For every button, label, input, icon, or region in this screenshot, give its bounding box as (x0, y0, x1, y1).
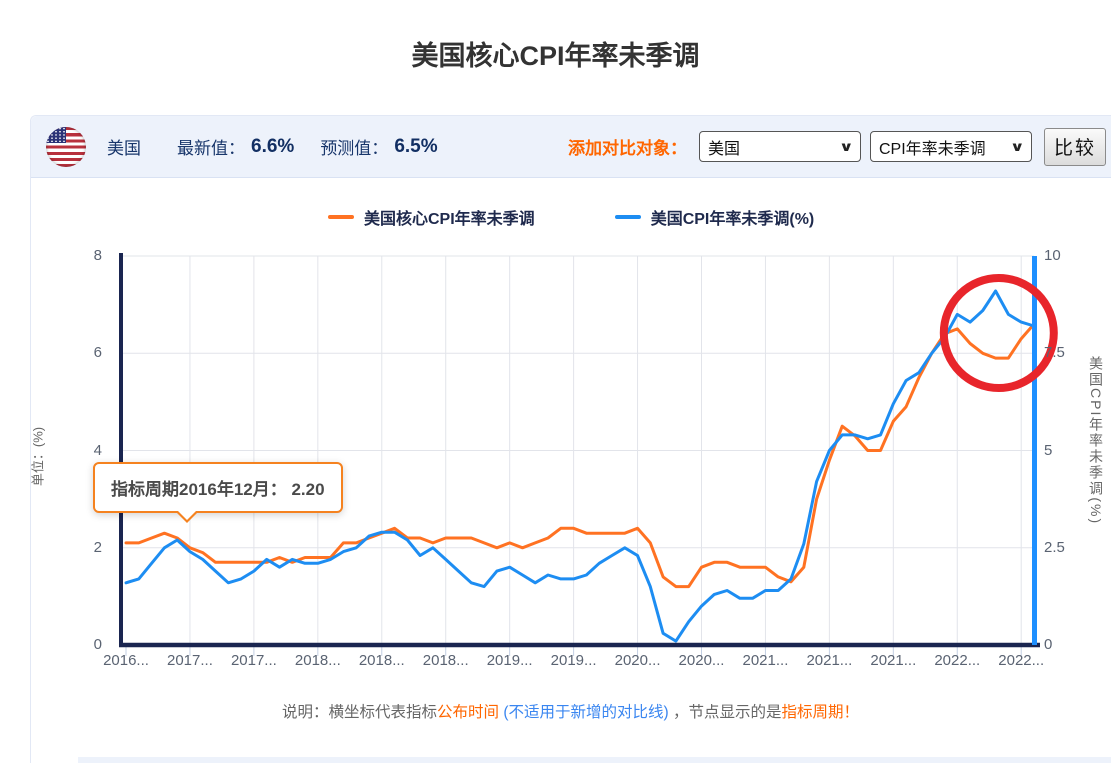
legend-item-core-cpi[interactable]: 美国核心CPI年率未季调 (328, 205, 535, 229)
page-title: 美国核心CPI年率未季调 (411, 41, 700, 71)
indicator-select-value: CPI年率未季调 (878, 140, 986, 158)
cpi-series-line[interactable] (124, 289, 1036, 643)
left-axis-tick-label: 6 (93, 344, 102, 362)
x-axis-label: 2021... (742, 652, 789, 669)
legend-line-swatch-orange (328, 215, 354, 219)
chart-tooltip: 指标周期2016年12月： 2.20 (93, 462, 343, 523)
highlight-circle-annotation (939, 274, 1058, 392)
right-axis-tick-label: 0 (1044, 636, 1053, 653)
right-axis-tick-label: 10 (1044, 247, 1061, 264)
x-axis-label: 2020... (614, 652, 661, 669)
footnote-text: ，节点显示的是 (672, 704, 782, 721)
x-axis-label: 2018... (358, 652, 405, 669)
footnote-highlight-publish-time: 公布时间 (437, 704, 500, 721)
footnote-note-compare-line: (不适用于新增的对比线) (499, 704, 673, 721)
right-axis-tick-label: 5 (1044, 441, 1053, 459)
chart-legend: 美国核心CPI年率未季调 美国CPI年率未季调(%) (328, 205, 814, 229)
comparison-panel: 美国 最新值： 6.6% 预测值： 6.5% 添加对比对象： 美国 ∨ CPI年… (30, 115, 1111, 763)
x-axis-label: 2021... (870, 652, 917, 669)
x-axis-label: 2018... (294, 652, 341, 669)
country-select[interactable]: 美国 ∨ (698, 131, 861, 162)
us-flag-icon (46, 126, 86, 167)
x-axis-label: 2016... (103, 652, 149, 669)
next-section-header-strip (78, 757, 1111, 763)
left-axis-title: 单位：(%) (30, 426, 46, 487)
x-axis-label: 2022... (934, 652, 981, 669)
right-axis-tick-label: 2.5 (1044, 538, 1065, 556)
indicator-select[interactable]: CPI年率未季调 ∨ (869, 131, 1032, 162)
country-name: 美国 (107, 139, 141, 158)
right-axis-tick-label: 7.5 (1044, 344, 1065, 362)
forecast-label: 预测值： (320, 139, 389, 158)
footnote-highlight-indicator-period: 指标周期！ (781, 704, 859, 721)
x-axis-label: 2021... (806, 652, 853, 669)
latest-value: 6.6% (251, 135, 295, 157)
x-axis-label: 2019... (550, 652, 597, 669)
core-cpi-series-line[interactable] (124, 322, 1036, 589)
latest-label: 最新值： (177, 139, 245, 158)
forecast-value: 6.5% (394, 135, 438, 157)
chevron-down-icon: ∨ (1010, 138, 1026, 154)
legend-label: 美国CPI年率未季调(%) (650, 211, 815, 228)
legend-line-swatch-blue (614, 215, 641, 219)
chevron-down-icon: ∨ (839, 138, 855, 154)
footnote-text: 说明：横坐标代表指标 (282, 704, 438, 721)
country-select-value: 美国 (707, 140, 740, 158)
legend-label: 美国核心CPI年率未季调 (364, 211, 535, 228)
left-axis-tick-label: 8 (93, 247, 102, 264)
x-axis-label: 2017... (167, 652, 213, 669)
x-axis-label: 2017... (230, 652, 277, 669)
add-compare-label: 添加对比对象： (567, 139, 687, 158)
x-axis-label: 2022... (998, 652, 1045, 669)
x-axis-label: 2020... (678, 652, 725, 669)
left-axis-tick-label: 4 (93, 441, 102, 459)
left-axis-tick-label: 2 (93, 538, 102, 556)
left-axis-tick-label: 0 (93, 636, 102, 653)
right-axis-title: 美国CPI年率未季调(%) (1088, 356, 1104, 526)
panel-header: 美国 最新值： 6.6% 预测值： 6.5% 添加对比对象： 美国 ∨ CPI年… (31, 116, 1111, 178)
footnote: 说明：横坐标代表指标公布时间 (不适用于新增的对比线) ，节点显示的是指标周期！ (30, 700, 1111, 722)
legend-item-cpi[interactable]: 美国CPI年率未季调(%) (614, 205, 815, 229)
x-axis-label: 2018... (422, 652, 469, 669)
x-axis-label: 2019... (486, 652, 533, 669)
compare-button[interactable]: 比较 (1043, 127, 1106, 166)
